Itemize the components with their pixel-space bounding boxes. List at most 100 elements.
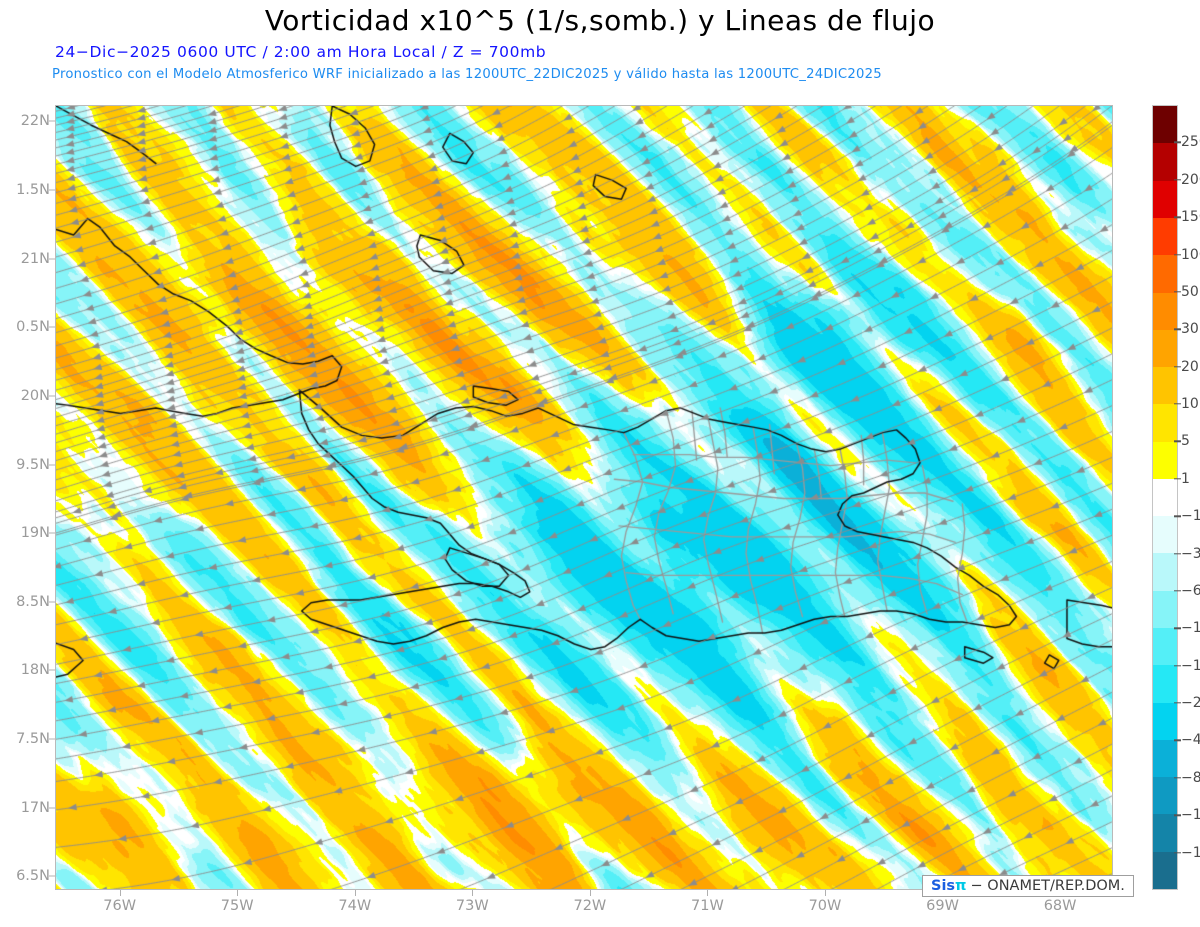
y-axis-tick-mark [49,875,55,877]
y-axis-tick-mark [49,189,55,191]
colorbar-tick-mark [1174,665,1181,667]
colorbar-tick-label: −42 [1181,732,1200,749]
x-axis-tick-label: 76W [103,898,137,914]
streamline-layer [56,106,1112,889]
colorbar-tick-label: −1 [1181,508,1200,525]
colorbar-tick-mark [1174,403,1181,405]
colorbar-tick-label: −160 [1181,844,1200,861]
y-axis-tick-mark [49,601,55,603]
colorbar-band [1153,106,1177,144]
colorbar-tick-mark [1174,590,1181,592]
chart-subtitle: 24−Dic−2025 0600 UTC / 2:00 am Hora Loca… [55,43,547,61]
chart-header: Vorticidad x10^5 (1/s,somb.) y Lineas de… [0,0,1200,95]
colorbar-tick-label: −3 [1181,545,1200,562]
x-axis-tick-mark [589,890,591,896]
colorbar [1152,105,1178,890]
x-axis-tick-label: 74W [338,898,372,914]
colorbar-tick-label: 30 [1181,321,1199,338]
colorbar-tick-mark [1174,627,1181,630]
y-axis-tick-label: 0.5N [16,319,50,336]
y-axis-tick-label: 17N [20,799,50,816]
colorbar-tick-label: −26 [1181,695,1200,712]
colorbar-band [1153,404,1177,442]
brand-symbol: π [955,878,967,894]
colorbar-tick-label: 20 [1181,358,1199,375]
colorbar-band [1153,217,1177,256]
colorbar-tick-mark [1174,478,1181,480]
x-axis-tick-label: 72W [573,898,607,914]
colorbar-tick-mark [1174,291,1181,293]
y-axis-tick-mark [49,669,55,671]
colorbar-tick-mark [1174,777,1181,779]
y-axis-tick-mark [49,120,55,122]
x-axis-tick-mark [354,890,356,896]
colorbar-tick-mark [1174,365,1181,368]
colorbar-tick-label: −12 [1181,620,1200,637]
colorbar-tick-mark [1174,515,1181,517]
x-axis-tick-mark [472,890,474,896]
colorbar-band [1153,367,1177,405]
y-axis-latitude: 22N 1.5N 21N 0.5N 20N 9.5N 19N 8.5N 18N 7.5N 17N 6.… [0,0,56,927]
colorbar-band [1153,292,1177,330]
organization: − ONAMET/REP.DOM. [970,878,1125,894]
colorbar-tick-mark [1174,328,1181,330]
colorbar-tick-mark [1174,179,1181,181]
colorbar-tick-label: 200 [1181,171,1200,188]
colorbar-tick-label: −120 [1181,807,1200,824]
colorbar-band [1153,777,1177,815]
map-plot-area[interactable] [55,105,1113,890]
colorbar-tick-label: 150 [1181,209,1200,226]
y-axis-tick-label: 19N [20,525,50,542]
brand-name: Sis [931,878,956,894]
colorbar-band [1153,180,1177,218]
colorbar-tick-label: −80 [1181,769,1200,786]
colorbar-tick-mark [1174,552,1181,555]
x-axis-tick-mark [824,890,826,896]
colorbar-tick-label: −6 [1181,582,1200,599]
colorbar-tick-mark [1174,216,1181,218]
y-axis-tick-label: 20N [20,387,50,404]
colorbar-tick-label: 100 [1181,246,1200,263]
y-axis-tick-label: 7.5N [16,731,50,748]
colorbar-tick-mark [1174,253,1181,256]
colorbar-tick-mark [1174,739,1181,742]
colorbar-band [1153,628,1177,666]
colorbar-tick-mark [1174,702,1181,704]
y-axis-tick-label: 18N [20,662,50,679]
y-axis-tick-label: 21N [20,250,50,267]
x-axis-tick-label: 71W [691,898,724,914]
x-axis-tick-label: 69W [926,898,959,914]
colorbar-band [1153,255,1177,293]
colorbar-tick-mark [1174,814,1181,816]
colorbar-band [1153,702,1177,740]
colorbar-band [1153,739,1177,778]
x-axis-tick-mark [119,890,121,896]
y-axis-tick-mark [49,738,55,740]
y-axis-tick-mark [49,326,55,328]
y-axis-tick-mark [49,464,55,466]
colorbar-tick-label: 50 [1181,283,1199,300]
colorbar-band [1153,143,1177,181]
x-axis-tick-mark [707,890,709,896]
colorbar-band [1153,516,1177,554]
colorbar-tick-label: 250 [1181,134,1200,151]
page-title: Vorticidad x10^5 (1/s,somb.) y Lineas de… [264,4,936,37]
y-axis-tick-label: 22N [20,113,50,130]
colorbar-tick-mark [1174,440,1181,443]
colorbar-tick-label: 10 [1181,396,1199,413]
colorbar-band [1153,329,1177,368]
chart-note: Pronostico con el Modelo Atmosferico WRF… [52,67,882,82]
y-axis-tick-mark [49,532,55,534]
x-axis-tick-label: 75W [220,898,254,914]
colorbar-band [1153,665,1177,703]
attribution-badge: Sis π − ONAMET/REP.DOM. [922,875,1134,897]
y-axis-tick-label: 8.5N [16,593,50,610]
x-axis-tick-mark [237,890,239,896]
x-axis-tick-label: 70W [808,898,842,914]
colorbar-band [1153,553,1177,591]
y-axis-tick-label: 6.5N [16,868,50,885]
y-axis-tick-label: 1.5N [16,182,50,199]
y-axis-tick-mark [49,807,55,809]
colorbar-tick-mark [1174,141,1181,144]
colorbar-band [1153,851,1177,889]
